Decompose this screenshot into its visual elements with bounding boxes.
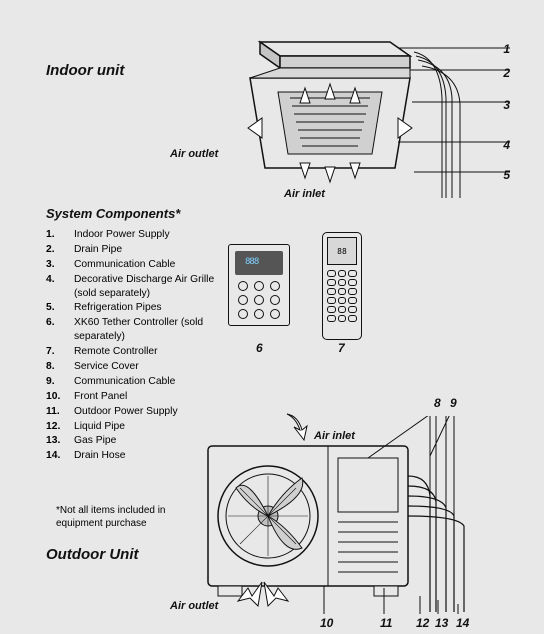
- callout-11: 11: [380, 616, 392, 630]
- component-number: 12.: [46, 420, 74, 434]
- component-number: 1.: [46, 228, 74, 242]
- component-number: 8.: [46, 360, 74, 374]
- component-number: 10.: [46, 390, 74, 404]
- callout-8: 8: [434, 396, 441, 410]
- air-outlet-label-outdoor: Air outlet: [170, 600, 218, 612]
- component-number: 2.: [46, 243, 74, 257]
- component-text: Front Panel: [74, 390, 226, 404]
- callout-2: 2: [503, 66, 510, 80]
- component-text: Drain Pipe: [74, 243, 226, 257]
- component-row: 5.Refrigeration Pipes: [46, 301, 226, 315]
- component-row: 2.Drain Pipe: [46, 243, 226, 257]
- remote-display: 88: [327, 237, 357, 265]
- callout-10: 10: [320, 616, 333, 630]
- component-text: Communication Cable: [74, 258, 226, 272]
- air-inlet-label-indoor: Air inlet: [284, 188, 325, 200]
- callout-5: 5: [503, 168, 510, 182]
- component-text: XK60 Tether Controller (sold separately): [74, 316, 226, 344]
- callout-1: 1: [503, 42, 510, 56]
- component-text: Service Cover: [74, 360, 226, 374]
- air-outlet-label-indoor: Air outlet: [170, 148, 218, 160]
- component-number: 4.: [46, 273, 74, 301]
- callout-9: 9: [450, 396, 457, 410]
- component-text: Indoor Power Supply: [74, 228, 226, 242]
- component-text: Refrigeration Pipes: [74, 301, 226, 315]
- component-text: Communication Cable: [74, 375, 226, 389]
- component-row: 4.Decorative Discharge Air Grille (sold …: [46, 273, 226, 301]
- component-number: 3.: [46, 258, 74, 272]
- callout-3: 3: [503, 98, 510, 112]
- component-row: 6.XK60 Tether Controller (sold separatel…: [46, 316, 226, 344]
- indoor-unit-title: Indoor unit: [46, 62, 124, 79]
- component-number: 13.: [46, 434, 74, 448]
- component-number: 14.: [46, 449, 74, 463]
- system-components-title: System Components*: [46, 206, 180, 221]
- component-row: 7.Remote Controller: [46, 345, 226, 359]
- callout-4: 4: [503, 138, 510, 152]
- callout-14: 14: [456, 616, 469, 630]
- component-number: 5.: [46, 301, 74, 315]
- outdoor-unit-title: Outdoor Unit: [46, 546, 138, 563]
- footnote: *Not all items included in equipment pur…: [56, 504, 206, 530]
- callout-13: 13: [435, 616, 448, 630]
- component-row: 8.Service Cover: [46, 360, 226, 374]
- component-row: 1.Indoor Power Supply: [46, 228, 226, 242]
- callout-12: 12: [416, 616, 429, 630]
- component-row: 9.Communication Cable: [46, 375, 226, 389]
- remote-controller-diagram: 88: [322, 232, 362, 340]
- outdoor-unit-diagram: [198, 416, 488, 616]
- component-number: 11.: [46, 405, 74, 419]
- component-row: 10.Front Panel: [46, 390, 226, 404]
- component-number: 7.: [46, 345, 74, 359]
- component-number: 6.: [46, 316, 74, 344]
- controller-display: 888: [245, 257, 258, 267]
- component-row: 3.Communication Cable: [46, 258, 226, 272]
- indoor-unit-diagram: [230, 38, 430, 198]
- component-text: Remote Controller: [74, 345, 226, 359]
- component-text: Decorative Discharge Air Grille (sold se…: [74, 273, 226, 301]
- component-number: 9.: [46, 375, 74, 389]
- callout-7: 7: [338, 341, 345, 355]
- tether-controller-diagram: 888: [228, 244, 290, 326]
- callout-6: 6: [256, 341, 263, 355]
